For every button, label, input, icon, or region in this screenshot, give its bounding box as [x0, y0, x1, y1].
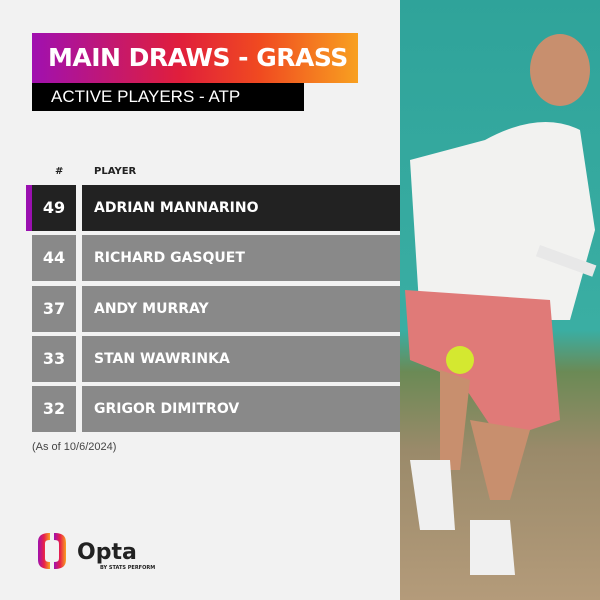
- row-value: 33: [32, 336, 76, 382]
- row-value: 37: [32, 286, 76, 332]
- row-player: GRIGOR DIMITROV: [82, 386, 400, 432]
- opta-logo: Opta BY STATS PERFORM: [36, 531, 166, 575]
- opta-logo-icon: Opta BY STATS PERFORM: [38, 533, 155, 571]
- table-row: 44 RICHARD GASQUET: [26, 235, 400, 281]
- table-row: 37 ANDY MURRAY: [26, 286, 400, 332]
- column-header-rank: #: [55, 166, 64, 177]
- footnote: (As of 10/6/2024): [32, 441, 117, 453]
- row-value: 44: [32, 235, 76, 281]
- row-player: ANDY MURRAY: [82, 286, 400, 332]
- row-player: ADRIAN MANNARINO: [82, 185, 400, 231]
- row-player: STAN WAWRINKA: [82, 336, 400, 382]
- page-title: MAIN DRAWS - GRASS: [32, 33, 358, 83]
- column-header-player: PLAYER: [94, 166, 137, 177]
- table-row: 33 STAN WAWRINKA: [26, 336, 400, 382]
- highlight-bar: [26, 185, 32, 231]
- page-subtitle: ACTIVE PLAYERS - ATP: [32, 83, 304, 111]
- table-row: 32 GRIGOR DIMITROV: [26, 386, 400, 432]
- row-value: 49: [32, 185, 76, 231]
- svg-text:Opta: Opta: [77, 540, 137, 565]
- row-value: 32: [32, 386, 76, 432]
- svg-text:BY STATS PERFORM: BY STATS PERFORM: [100, 565, 155, 571]
- row-player: RICHARD GASQUET: [82, 235, 400, 281]
- table-row: 49 ADRIAN MANNARINO: [26, 185, 400, 231]
- player-photo: [400, 0, 600, 600]
